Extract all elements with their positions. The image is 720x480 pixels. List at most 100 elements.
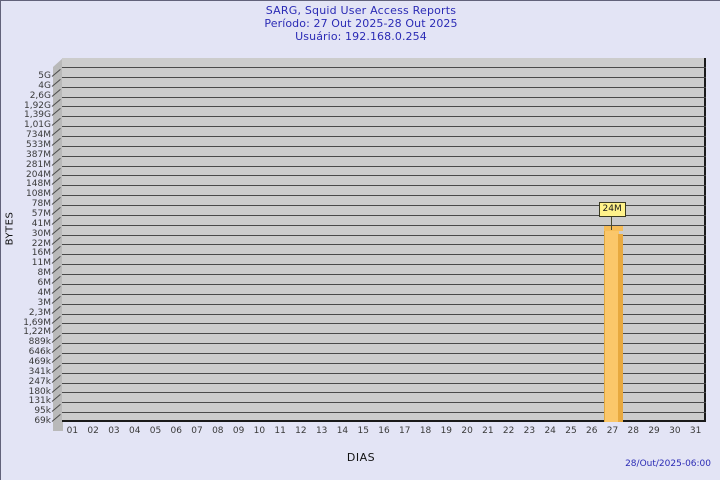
y-axis-label: 30M — [31, 228, 51, 239]
gridline — [62, 382, 706, 384]
x-axis-label: 26 — [586, 426, 598, 436]
y-axis-label: 1,69M — [23, 317, 51, 328]
page-title: SARG, Squid User Access Reports — [265, 4, 457, 17]
y-axis-tick-labels: 5G 4G 2,6G 1,92G 1,39G 1,01G 734M 533M 387M 281M 2… — [1, 58, 51, 428]
bar-side-face — [617, 234, 623, 422]
y-axis-label: 95k — [34, 406, 51, 417]
gridline — [62, 185, 706, 187]
gridline — [62, 234, 706, 236]
x-axis-label: 20 — [461, 426, 473, 436]
y-axis-label: 533M — [26, 140, 51, 151]
y-axis-label: 734M — [26, 130, 51, 141]
y-axis-label: 341k — [28, 366, 51, 377]
x-axis-label: 05 — [149, 426, 162, 436]
x-axis-label: 27 — [606, 426, 619, 436]
x-axis-label: 19 — [440, 426, 453, 436]
x-axis-label: 03 — [108, 426, 120, 436]
x-axis-title: DIAS — [346, 451, 376, 464]
gridline — [62, 323, 706, 325]
bar-label-stem — [610, 216, 612, 231]
y-axis-label: 2,3M — [28, 307, 51, 318]
gridline — [62, 195, 706, 197]
y-axis-label: 148M — [26, 179, 51, 190]
gridline — [62, 205, 706, 207]
gridline — [62, 333, 706, 335]
x-axis-label: 04 — [128, 426, 141, 436]
x-axis-label: 07 — [191, 426, 203, 436]
y-axis-label: 281M — [26, 159, 51, 170]
gridline — [62, 214, 706, 216]
x-axis-label: 06 — [170, 426, 182, 436]
gridline — [62, 67, 706, 68]
gridline — [62, 283, 706, 285]
gridline — [62, 362, 706, 364]
gridline — [62, 313, 706, 315]
x-axis-label: 25 — [565, 426, 577, 436]
y-axis-label: 2,6G — [29, 90, 51, 101]
x-axis-label: 23 — [523, 426, 536, 436]
x-axis-label: 24 — [544, 426, 556, 436]
gridline — [62, 126, 706, 128]
bar-top-face — [603, 226, 623, 232]
bar-value-label: 24M — [598, 202, 626, 218]
chart-titles: SARG, Squid User Access Reports Período:… — [1, 4, 720, 43]
plot-floor — [62, 58, 706, 422]
bar[interactable] — [603, 226, 623, 422]
y-axis-label: 5G — [38, 71, 51, 81]
gridline — [62, 372, 706, 374]
x-axis-label: 11 — [274, 426, 286, 436]
x-axis-label: 02 — [87, 426, 99, 436]
y-axis-label: 646k — [28, 347, 51, 358]
gridline — [62, 155, 706, 157]
y-axis-label: 180k — [28, 386, 51, 397]
y-axis-label: 1,01G — [23, 120, 51, 131]
gridline — [62, 96, 706, 98]
gridline — [62, 76, 706, 78]
y-axis-label: 4M — [37, 287, 52, 298]
y-axis-label: 6M — [37, 278, 52, 289]
y-axis-label: 204M — [26, 169, 51, 180]
period-subtitle: Período: 27 Out 2025-28 Out 2025 — [264, 17, 458, 30]
gridline — [62, 254, 706, 256]
y-axis-label: 131k — [28, 396, 51, 407]
gridline — [62, 175, 706, 177]
gridline — [62, 106, 706, 108]
y-axis-label: 41M — [31, 218, 51, 229]
x-axis-label: 22 — [502, 426, 515, 436]
x-axis-label: 29 — [648, 426, 660, 436]
x-axis-label: 12 — [295, 426, 307, 436]
y-axis-label: 22M — [31, 238, 51, 249]
gridline — [62, 264, 706, 266]
gridline — [62, 412, 706, 414]
gridline — [62, 244, 706, 246]
gridline — [62, 392, 706, 394]
x-axis-label: 21 — [482, 426, 494, 436]
y-axis-label: 108M — [26, 189, 51, 200]
x-axis-label: 10 — [253, 426, 266, 436]
gridline — [62, 293, 706, 295]
y-axis-label: 57M — [31, 209, 51, 220]
gridline — [62, 165, 706, 167]
y-axis-label: 1,39G — [23, 110, 51, 121]
gridline — [62, 136, 706, 138]
y-axis-label: 69k — [34, 416, 51, 427]
y-axis-label: 469k — [28, 356, 51, 367]
x-axis-label: 17 — [399, 426, 411, 436]
x-axis-label: 08 — [212, 426, 224, 436]
y-axis-label: 1,22M — [23, 327, 51, 338]
x-axis-label: 16 — [378, 426, 390, 436]
gridline — [62, 343, 706, 345]
y-axis-label: 16M — [31, 248, 51, 259]
x-axis-label: 15 — [357, 426, 369, 436]
gridline — [62, 224, 706, 226]
user-subtitle: Usuário: 192.168.0.254 — [295, 30, 427, 43]
x-axis-label: 14 — [336, 426, 349, 436]
gridline — [62, 86, 706, 88]
gridline — [62, 116, 706, 118]
x-axis-label: 09 — [232, 426, 245, 436]
x-axis-label: 01 — [66, 426, 79, 436]
y-axis-label: 387M — [26, 149, 51, 160]
y-axis-label: 247k — [28, 376, 51, 387]
gridline — [62, 402, 706, 404]
